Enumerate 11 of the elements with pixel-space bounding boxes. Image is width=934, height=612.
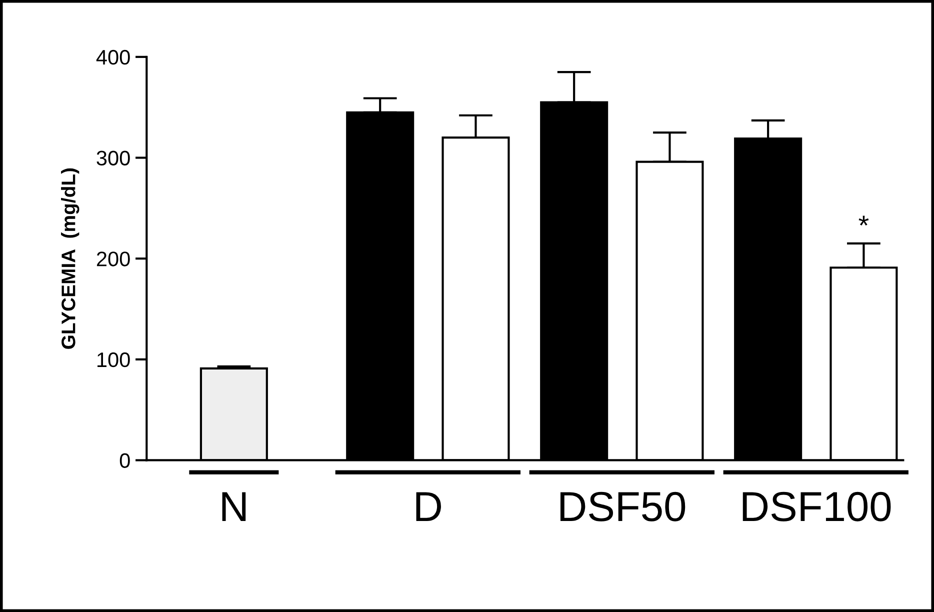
- y-tick-label: 200: [96, 252, 130, 266]
- x-tick-label: D: [416, 492, 441, 521]
- y-tick-label: 0: [120, 453, 130, 468]
- annotation: *: [858, 216, 869, 226]
- x-tick-label: DSF50: [560, 492, 686, 522]
- y-tick-label: 100: [98, 352, 130, 368]
- x-tick-label: N: [222, 492, 246, 521]
- y-tick-label: 400: [96, 50, 130, 65]
- y-axis-title: GLYCEMIA (mg/dL): [61, 168, 80, 349]
- y-tick-label: 300: [96, 150, 130, 166]
- x-tick-label: DSF100: [742, 492, 891, 522]
